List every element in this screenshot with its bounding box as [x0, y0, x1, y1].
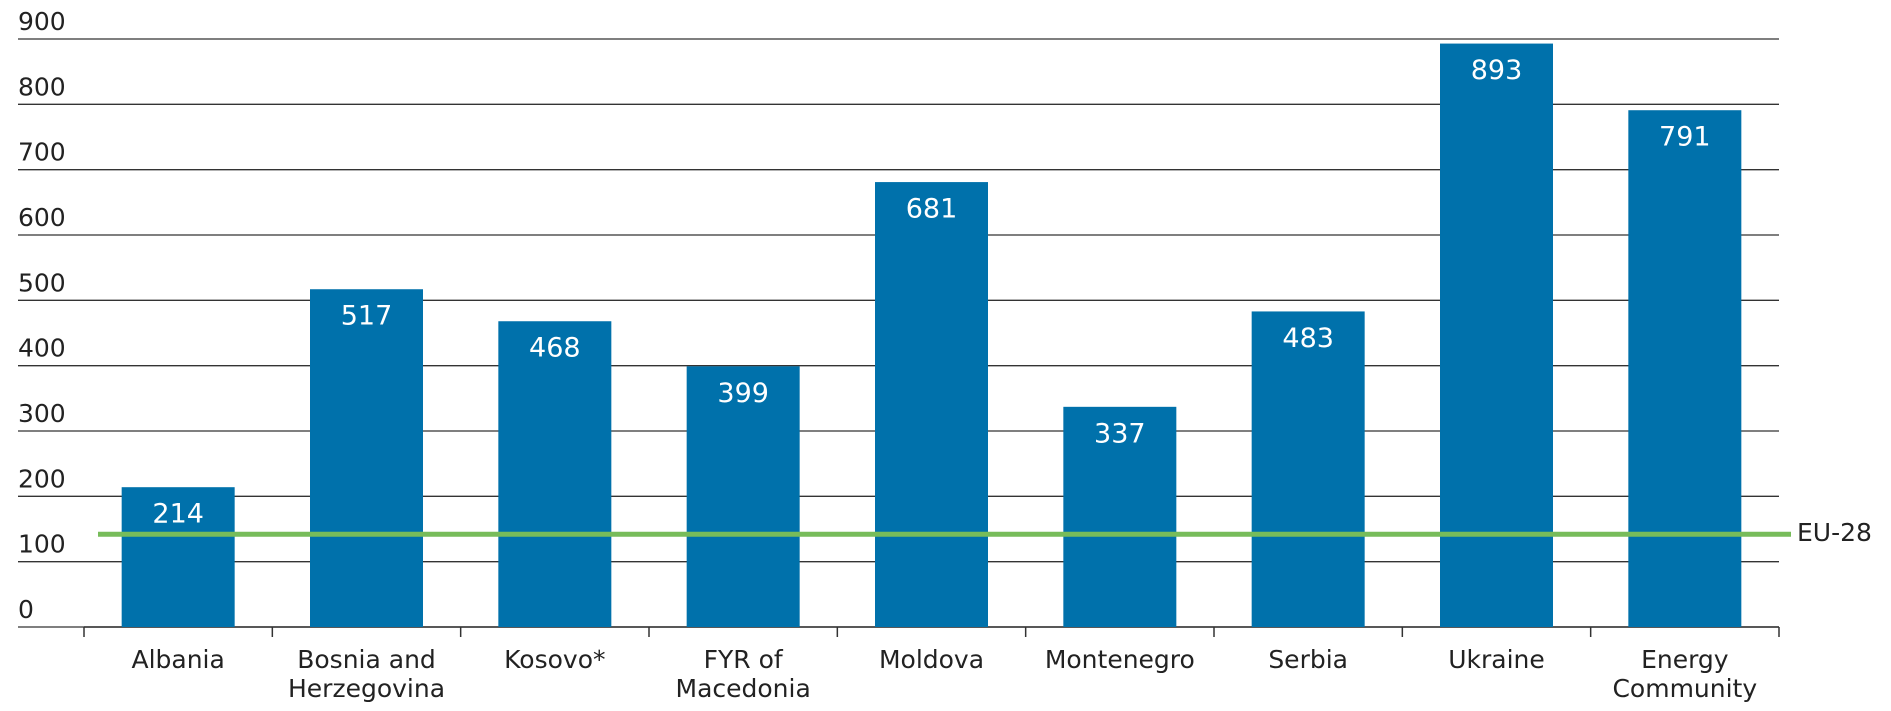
x-tick-label: FYR of Macedonia — [675, 645, 811, 703]
y-tick-label: 900 — [18, 7, 66, 36]
y-tick-label: 800 — [18, 72, 66, 101]
value-label: 517 — [341, 301, 393, 332]
bar — [1251, 311, 1365, 627]
y-tick-label: 100 — [18, 530, 66, 559]
bar — [498, 321, 612, 627]
value-label: 483 — [1282, 323, 1334, 354]
bar — [875, 182, 988, 627]
reference-label: EU-28 — [1797, 518, 1872, 547]
x-tick-label: Energy Community — [1612, 645, 1758, 703]
y-tick-label: 700 — [18, 138, 66, 167]
bar — [1063, 406, 1177, 627]
value-label: 214 — [152, 499, 204, 530]
x-tick-label: Moldova — [878, 645, 985, 674]
value-label: 337 — [1094, 418, 1146, 449]
bar — [310, 289, 423, 627]
y-tick-label: 400 — [18, 334, 66, 363]
x-tick-label: Bosnia and Herzegovina — [287, 645, 446, 703]
bar — [1440, 43, 1553, 627]
y-tick-label: 200 — [18, 464, 66, 493]
bar — [686, 366, 800, 627]
bar — [1628, 110, 1742, 628]
bar — [121, 487, 235, 627]
value-label: 681 — [906, 194, 958, 225]
x-tick-label: Ukraine — [1448, 645, 1545, 674]
value-label: 468 — [529, 333, 581, 364]
x-tick-label: Kosovo* — [504, 645, 606, 674]
y-tick-label: 0 — [18, 595, 34, 624]
x-tick-label: Albania — [131, 645, 225, 674]
x-tick-label: Montenegro — [1044, 645, 1195, 674]
y-tick-label: 500 — [18, 268, 66, 297]
y-tick-label: 300 — [18, 399, 66, 428]
value-label: 791 — [1659, 122, 1711, 153]
value-label: 893 — [1471, 55, 1523, 86]
x-tick-label: Serbia — [1268, 645, 1348, 674]
y-tick-label: 600 — [18, 203, 66, 232]
value-label: 399 — [717, 378, 769, 409]
